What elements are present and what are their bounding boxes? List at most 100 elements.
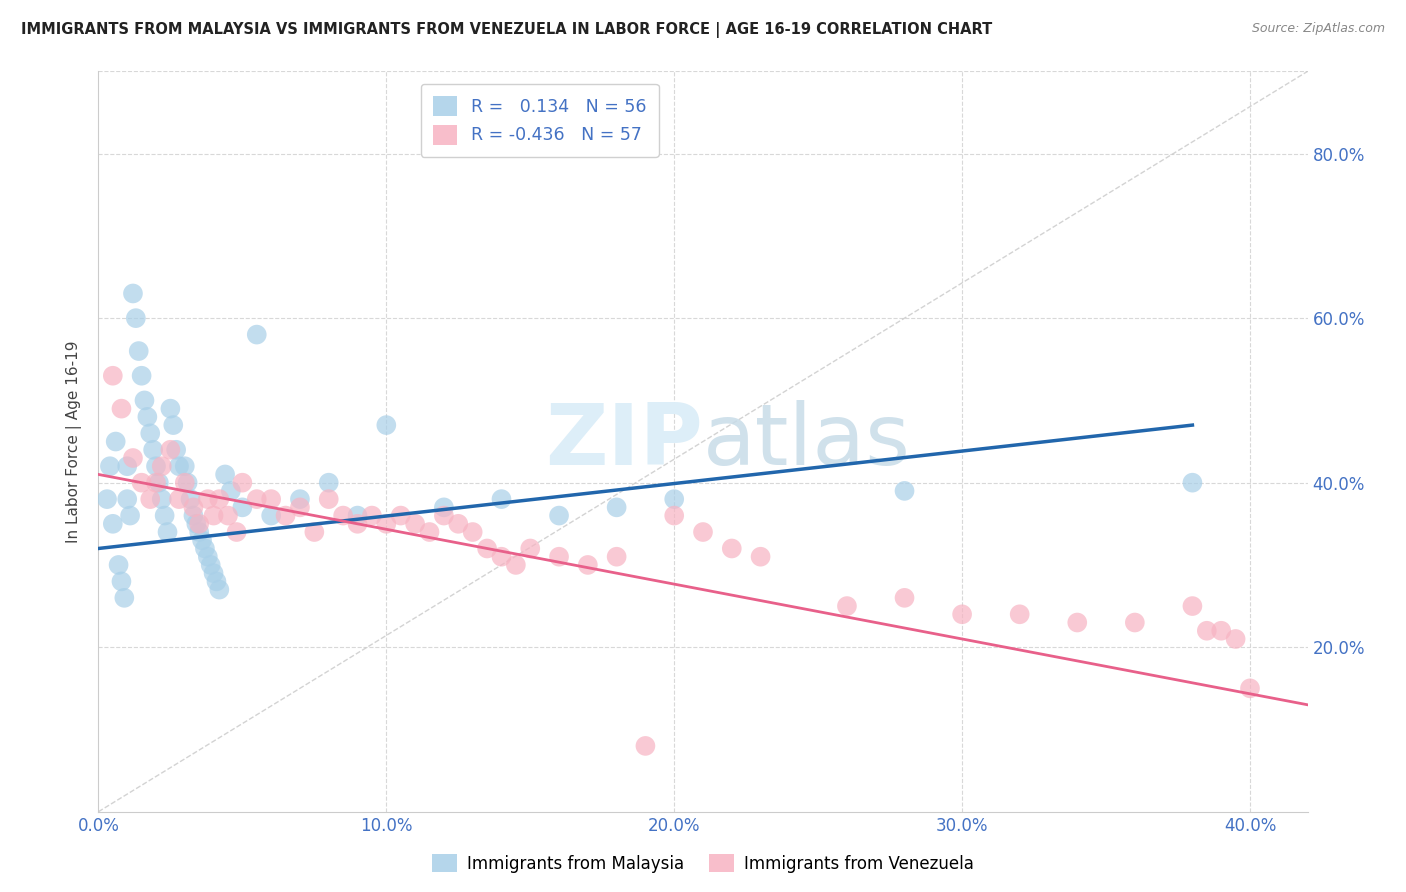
Point xyxy=(142,442,165,457)
Y-axis label: In Labor Force | Age 16-19: In Labor Force | Age 16-19 xyxy=(66,340,83,543)
Point xyxy=(131,475,153,490)
Point xyxy=(148,475,170,490)
Point xyxy=(101,516,124,531)
Point xyxy=(288,492,311,507)
Point xyxy=(197,549,219,564)
Point xyxy=(136,409,159,424)
Point xyxy=(433,500,456,515)
Point xyxy=(606,500,628,515)
Point xyxy=(346,516,368,531)
Point xyxy=(98,459,121,474)
Point xyxy=(188,524,211,539)
Point xyxy=(664,508,686,523)
Point xyxy=(720,541,742,556)
Point xyxy=(167,459,190,474)
Point xyxy=(246,327,269,342)
Point xyxy=(505,558,527,572)
Point xyxy=(835,599,858,613)
Point xyxy=(162,418,184,433)
Point xyxy=(1008,607,1031,622)
Point xyxy=(186,516,208,531)
Text: IMMIGRANTS FROM MALAYSIA VS IMMIGRANTS FROM VENEZUELA IN LABOR FORCE | AGE 16-19: IMMIGRANTS FROM MALAYSIA VS IMMIGRANTS F… xyxy=(21,22,993,38)
Point xyxy=(893,483,915,498)
Text: atlas: atlas xyxy=(703,400,911,483)
Point xyxy=(332,508,354,523)
Point xyxy=(115,459,138,474)
Point xyxy=(361,508,384,523)
Point xyxy=(548,508,571,523)
Point xyxy=(260,508,283,523)
Point xyxy=(125,311,148,326)
Point xyxy=(491,549,513,564)
Point xyxy=(197,492,219,507)
Point xyxy=(128,344,150,359)
Point xyxy=(165,442,187,457)
Point xyxy=(188,516,211,531)
Point xyxy=(219,483,242,498)
Point xyxy=(225,524,247,539)
Point xyxy=(120,508,142,523)
Point xyxy=(346,508,368,523)
Point xyxy=(153,508,176,523)
Point xyxy=(110,401,132,416)
Point xyxy=(548,549,571,564)
Point xyxy=(404,516,426,531)
Point xyxy=(288,500,311,515)
Point xyxy=(183,508,205,523)
Point xyxy=(200,558,222,572)
Point xyxy=(214,467,236,482)
Point xyxy=(475,541,498,556)
Point xyxy=(246,492,269,507)
Point xyxy=(447,516,470,531)
Point xyxy=(101,368,124,383)
Point xyxy=(96,492,118,507)
Point xyxy=(606,549,628,564)
Point xyxy=(104,434,127,449)
Point xyxy=(634,739,657,753)
Point xyxy=(167,492,190,507)
Point xyxy=(418,524,440,539)
Point xyxy=(1239,681,1261,696)
Point xyxy=(1181,599,1204,613)
Point xyxy=(318,492,340,507)
Point xyxy=(131,368,153,383)
Point xyxy=(375,516,398,531)
Point xyxy=(1181,475,1204,490)
Point xyxy=(231,475,253,490)
Point xyxy=(122,286,145,301)
Point xyxy=(208,492,231,507)
Point xyxy=(208,582,231,597)
Point xyxy=(173,475,195,490)
Point xyxy=(274,508,297,523)
Point xyxy=(183,500,205,515)
Point xyxy=(145,459,167,474)
Point xyxy=(202,566,225,581)
Point xyxy=(375,418,398,433)
Point xyxy=(180,492,202,507)
Text: Source: ZipAtlas.com: Source: ZipAtlas.com xyxy=(1251,22,1385,36)
Point xyxy=(134,393,156,408)
Point xyxy=(664,492,686,507)
Point xyxy=(107,558,129,572)
Point xyxy=(191,533,214,548)
Point xyxy=(145,475,167,490)
Point xyxy=(139,492,162,507)
Point xyxy=(260,492,283,507)
Point xyxy=(389,508,412,523)
Point xyxy=(205,574,228,589)
Point xyxy=(176,475,198,490)
Point xyxy=(318,475,340,490)
Text: ZIP: ZIP xyxy=(546,400,703,483)
Point xyxy=(112,591,135,605)
Point xyxy=(1123,615,1146,630)
Point xyxy=(491,492,513,507)
Point xyxy=(1195,624,1218,638)
Point xyxy=(194,541,217,556)
Point xyxy=(304,524,326,539)
Point xyxy=(1211,624,1233,638)
Point xyxy=(433,508,456,523)
Point xyxy=(749,549,772,564)
Point xyxy=(150,492,173,507)
Point xyxy=(576,558,599,572)
Point xyxy=(231,500,253,515)
